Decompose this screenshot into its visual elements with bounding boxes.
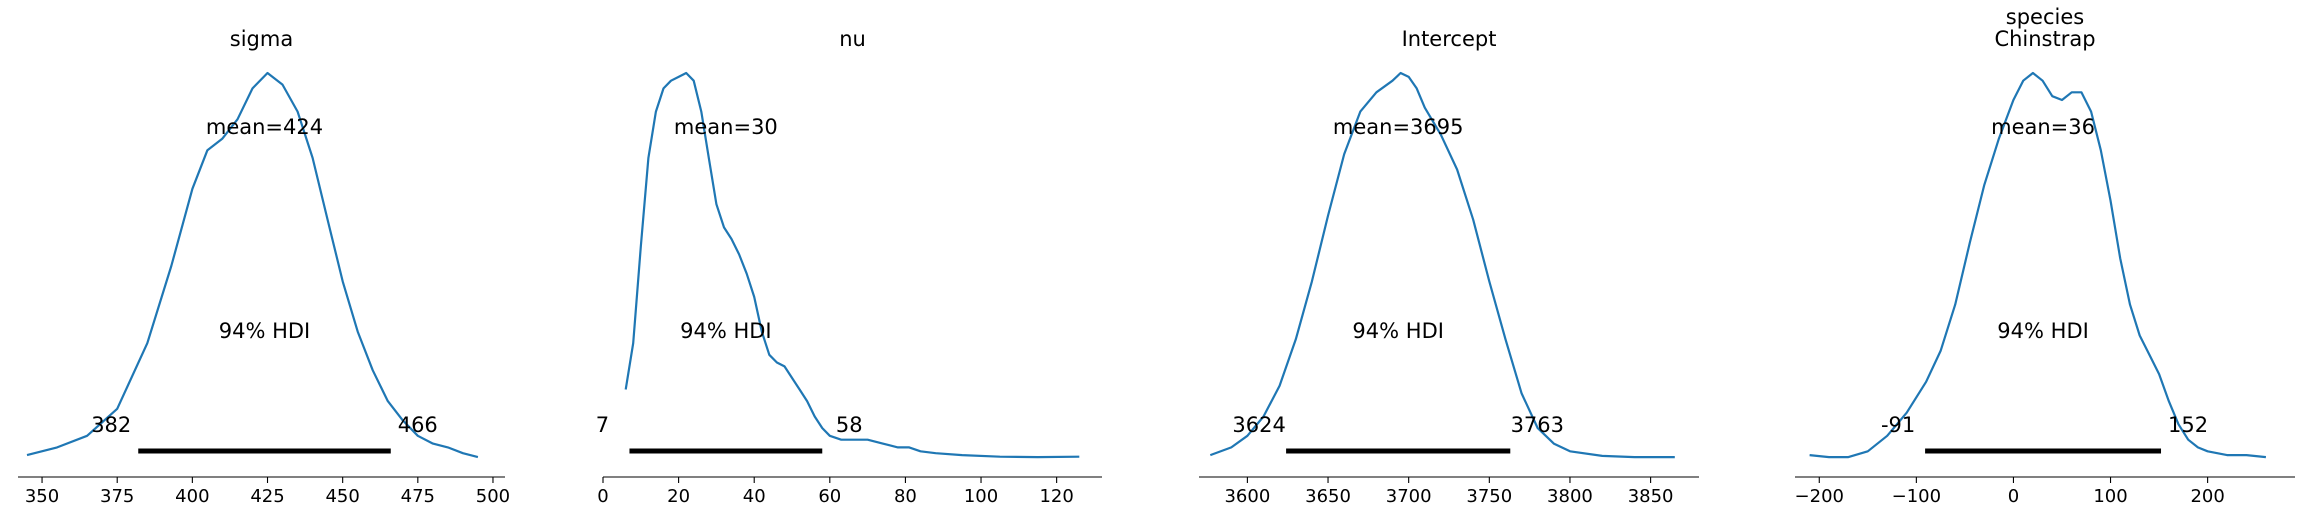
- x-tick-label: 0: [597, 486, 608, 507]
- panel-title-line: Chinstrap: [1994, 27, 2095, 51]
- hdi-high-label: 152: [2168, 413, 2208, 437]
- x-tick-label: 475: [401, 486, 435, 507]
- panel-title: nu: [839, 27, 866, 51]
- panel-title: species Chinstrap: [1994, 5, 2095, 51]
- x-tick-label: 80: [894, 486, 917, 507]
- x-tick-label: 450: [325, 486, 359, 507]
- density-curve: [1809, 71, 2267, 459]
- panel-2: 0 20 40 60 80 100 120 7 58 mean=30 94% HDI nu: [596, 27, 1102, 507]
- x-tick-label: 350: [25, 486, 59, 507]
- x-tick-label: 100: [964, 486, 998, 507]
- x-tick-label: 40: [743, 486, 766, 507]
- panel-title-line: Intercept: [1402, 27, 1497, 51]
- panel-title-line: species: [2006, 5, 2084, 29]
- hdi-low-label: 7: [596, 413, 609, 437]
- x-tick-label: −200: [1795, 486, 1844, 507]
- x-tick-label: 0: [2008, 486, 2019, 507]
- hdi-label: 94% HDI: [1352, 319, 1444, 343]
- x-tick-label: 3700: [1386, 486, 1432, 507]
- mean-label: mean=30: [674, 115, 778, 139]
- panel-title-line: sigma: [230, 27, 293, 51]
- x-tick-label: 200: [2190, 486, 2224, 507]
- mean-label: mean=424: [206, 115, 323, 139]
- x-tick-label: 400: [175, 486, 209, 507]
- x-tick-label: 120: [1039, 486, 1073, 507]
- x-tick-label: 3650: [1305, 486, 1351, 507]
- panel-title: Intercept: [1402, 27, 1497, 51]
- x-tick-label: 500: [476, 486, 510, 507]
- x-tick-label: −100: [1892, 486, 1941, 507]
- hdi-high-label: 58: [836, 413, 863, 437]
- x-tick-label: 3850: [1628, 486, 1674, 507]
- hdi-label: 94% HDI: [1997, 319, 2089, 343]
- hdi-high-label: 466: [398, 413, 438, 437]
- hdi-high-label: 3763: [1511, 413, 1564, 437]
- mean-label: mean=36: [1991, 115, 2095, 139]
- hdi-low-label: 382: [91, 413, 131, 437]
- x-tick-label: 425: [250, 486, 284, 507]
- x-tick-label: 100: [2093, 486, 2127, 507]
- panel-title-line: nu: [839, 27, 866, 51]
- x-tick-label: 375: [100, 486, 134, 507]
- density-curve: [26, 71, 479, 459]
- x-tick-label: 3750: [1466, 486, 1512, 507]
- hdi-low-label: 3624: [1232, 413, 1285, 437]
- panel-3: 3600 3650 3700 3750 3800 3850 3624 3763 mean=369…: [1199, 27, 1699, 507]
- hdi-label: 94% HDI: [219, 319, 311, 343]
- hdi-low-label: -91: [1881, 413, 1915, 437]
- x-tick-label: 20: [667, 486, 690, 507]
- hdi-label: 94% HDI: [680, 319, 772, 343]
- mean-label: mean=3695: [1333, 115, 1464, 139]
- panel-4: −200 −100 0 100 200 -91 152 mean=36 94% HDI speci…: [1795, 5, 2295, 507]
- x-tick-label: 3800: [1547, 486, 1593, 507]
- x-tick-label: 3600: [1224, 486, 1270, 507]
- panel-1: 350 375 400 425 450 475 500 382 466 mean=424 94% H…: [18, 27, 510, 507]
- density-curve: [1209, 71, 1675, 459]
- panel-title: sigma: [230, 27, 293, 51]
- x-tick-label: 60: [818, 486, 841, 507]
- density-curve: [624, 71, 1080, 459]
